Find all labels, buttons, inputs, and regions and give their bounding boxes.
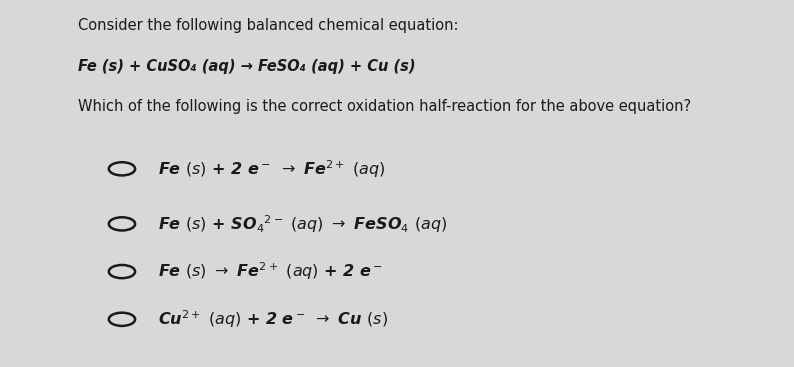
- Text: Fe $(s)$ $\rightarrow$ Fe$^{2+}$ $(aq)$ + 2 e$^-$: Fe $(s)$ $\rightarrow$ Fe$^{2+}$ $(aq)$ …: [159, 261, 384, 283]
- Text: Which of the following is the correct oxidation half-reaction for the above equa: Which of the following is the correct ox…: [78, 99, 692, 114]
- Text: Fe $(s)$ + 2 e$^-$ $\rightarrow$ Fe$^{2+}$ $(aq)$: Fe $(s)$ + 2 e$^-$ $\rightarrow$ Fe$^{2+…: [159, 158, 386, 180]
- Text: Fe $(s)$ + SO$_4$$^{2-}$ $(aq)$ $\rightarrow$ FeSO$_4$ $(aq)$: Fe $(s)$ + SO$_4$$^{2-}$ $(aq)$ $\righta…: [159, 213, 448, 235]
- Text: Cu$^{2+}$ $(aq)$ + 2 e$^-$ $\rightarrow$ Cu $(s)$: Cu$^{2+}$ $(aq)$ + 2 e$^-$ $\rightarrow$…: [159, 308, 388, 330]
- Text: Fe (s) + CuSO₄ (aq) → FeSO₄ (aq) + Cu (s): Fe (s) + CuSO₄ (aq) → FeSO₄ (aq) + Cu (s…: [78, 59, 415, 74]
- Text: Consider the following balanced chemical equation:: Consider the following balanced chemical…: [78, 18, 459, 33]
